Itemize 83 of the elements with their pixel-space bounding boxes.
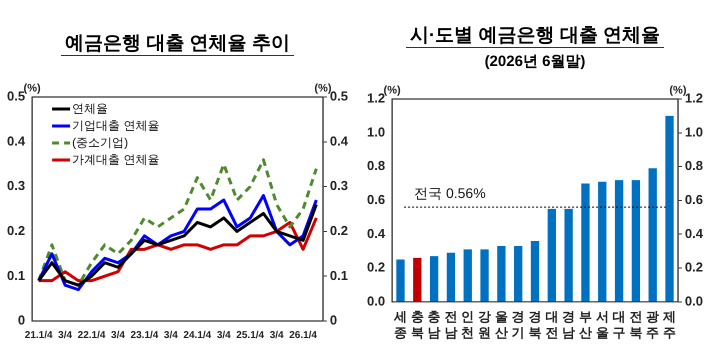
x-tick-label: 세종 — [392, 309, 407, 340]
y-tick-label: 0.0 — [366, 293, 386, 308]
y2-tick-label: 0.6 — [684, 192, 704, 207]
bar — [614, 180, 624, 302]
legend-label: 가계대출 연체율 — [72, 152, 160, 166]
x-tick-label: 서울 — [596, 309, 609, 340]
x-tick-label: 25.1/4 — [236, 330, 265, 341]
bar — [413, 258, 422, 302]
bar — [581, 184, 590, 302]
x-tick-label: 3/4 — [216, 330, 232, 341]
y2-axis-title: (%) — [669, 84, 687, 97]
bar — [446, 252, 456, 302]
x-tick-label: 26.1/4 — [289, 330, 318, 341]
y2-tick-label: 0.2 — [684, 260, 704, 275]
x-tick-label: 전북 — [629, 309, 642, 340]
y2-axis-title: (%) — [314, 82, 332, 95]
legend-label: 기업대출 연체율 — [72, 118, 160, 132]
legend-label: 연체율 — [72, 101, 108, 116]
x-tick-label: 경북 — [528, 309, 542, 340]
y-tick-label: 0.1 — [6, 268, 26, 283]
chart-title: 예금은행 대출 연체율 추이 — [61, 33, 294, 56]
y2-tick-label: 0.3 — [330, 178, 348, 194]
bar — [480, 249, 489, 302]
x-tick-label: 23.1/4 — [130, 330, 159, 341]
y2-tick-label: 0 — [330, 312, 338, 328]
x-tick-label: 강원 — [478, 309, 492, 340]
bar — [464, 249, 472, 302]
legend-label: (중소기업) — [72, 135, 128, 150]
y-tick-label: 0.5 — [6, 88, 26, 104]
y-tick-label: 1.0 — [366, 124, 386, 140]
y2-tick-label: 1.2 — [684, 90, 704, 106]
x-tick-label: 제주 — [662, 309, 676, 340]
y-tick-label: 1.2 — [366, 90, 386, 106]
chart-title: 시·도별 예금은행 대출 연체율 — [406, 25, 664, 48]
y-tick-label: 0.3 — [6, 178, 26, 194]
y2-tick-label: 0.8 — [684, 158, 704, 174]
bar — [598, 182, 606, 302]
bar — [430, 256, 438, 302]
x-tick-label: 3/4 — [164, 330, 178, 341]
y-tick-label: 0.4 — [366, 226, 386, 241]
x-tick-label: 충남 — [428, 309, 441, 340]
y2-tick-label: 1.0 — [684, 124, 704, 140]
x-tick-label: 경남 — [562, 309, 576, 340]
y-tick-label: 0.4 — [6, 133, 26, 148]
y-tick-label: 0.8 — [366, 158, 386, 174]
y2-tick-label: 0.1 — [330, 268, 348, 283]
bar — [665, 116, 674, 302]
y-tick-label: 0.6 — [366, 192, 386, 207]
x-tick-label: 충북 — [410, 309, 424, 340]
bar — [648, 168, 657, 302]
x-tick-label: 부산 — [578, 309, 592, 340]
y2-tick-label: 0.5 — [330, 88, 348, 104]
bar — [396, 260, 405, 302]
x-tick-label: 울산 — [494, 309, 508, 340]
x-tick-label: 21.1/4 — [24, 330, 54, 341]
bar — [564, 208, 573, 302]
y-tick-label: 0 — [18, 312, 26, 328]
y2-tick-label: 0.0 — [684, 293, 704, 308]
x-tick-label: 3/4 — [58, 330, 73, 341]
ref-line-label: 전국 0.56% — [414, 185, 486, 202]
y2-tick-label: 0.4 — [330, 133, 349, 148]
y2-tick-label: 0.4 — [684, 226, 704, 241]
bar — [632, 180, 640, 302]
x-tick-label: 대전 — [545, 309, 558, 340]
x-tick-label: 3/4 — [270, 330, 284, 341]
x-tick-label: 광주 — [646, 309, 660, 340]
x-tick-label: 24.1/4 — [183, 330, 212, 341]
x-tick-label: 3/4 — [111, 330, 126, 341]
x-tick-label: 전남 — [444, 309, 458, 340]
chart-subtitle: (2026년 6월말) — [484, 52, 586, 71]
bar — [530, 240, 540, 302]
y-axis-title: (%) — [384, 84, 401, 97]
y2-tick-label: 0.2 — [330, 222, 348, 238]
x-tick-label: 인천 — [461, 309, 474, 340]
x-tick-label: 22.1/4 — [78, 330, 106, 341]
x-tick-label: 대구 — [612, 309, 626, 340]
bar — [497, 246, 506, 302]
y-tick-label: 0.2 — [6, 222, 26, 238]
bar — [548, 208, 556, 302]
y-tick-label: 0.2 — [366, 260, 386, 275]
bar — [514, 246, 522, 302]
x-tick-label: 경기 — [512, 309, 525, 340]
y-axis-title: (%) — [24, 82, 41, 95]
